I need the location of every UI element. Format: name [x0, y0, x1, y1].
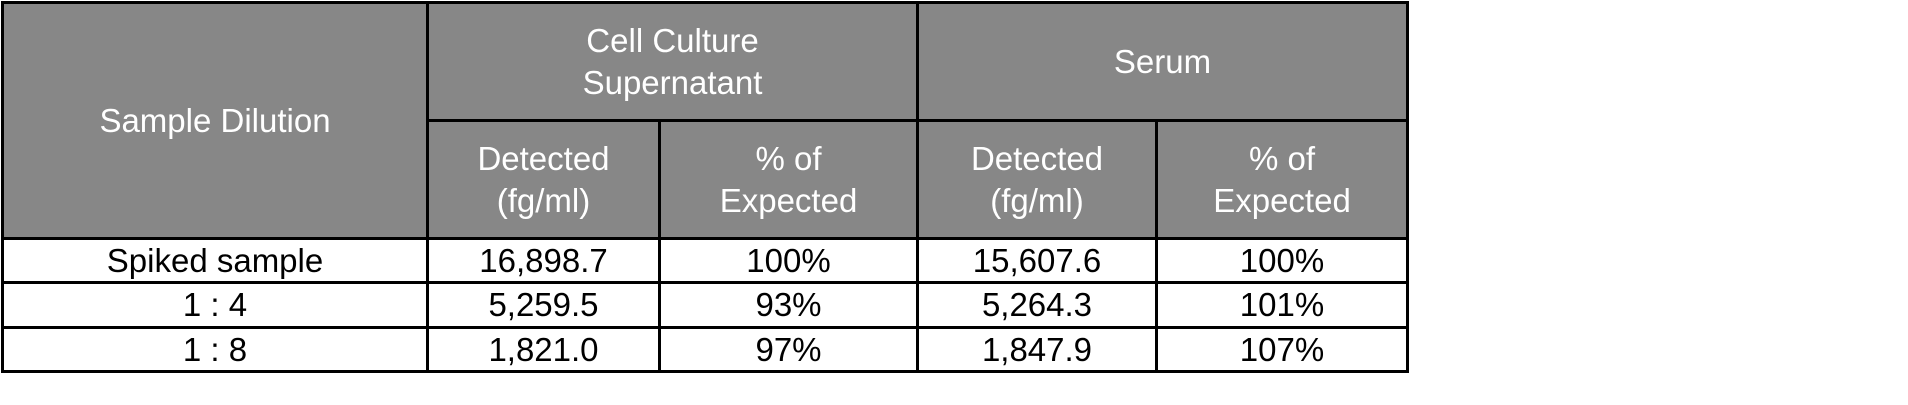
- header-cell: % of Expected: [1155, 119, 1409, 240]
- table-body: Spiked sample 16,898.7 100% 15,607.6 100% 1 :…: [1, 236, 1409, 373]
- header-row: Detected (fg/ml) % of Expected Detected …: [3, 119, 1409, 240]
- header-cell: % of Expected: [658, 119, 919, 240]
- table-cell: 16,898.7: [426, 236, 661, 285]
- table-cell: 107%: [1155, 325, 1409, 373]
- table-cell: 15,607.6: [916, 236, 1158, 285]
- table-cell: 1 : 8: [1, 325, 429, 373]
- table-cell: 1,821.0: [426, 325, 661, 373]
- table-cell: 100%: [658, 236, 919, 285]
- group-header: Serum: [916, 1, 1409, 122]
- table-cell: 93%: [658, 281, 919, 329]
- table-cell: 100%: [1155, 236, 1409, 285]
- table-cell: 97%: [658, 325, 919, 373]
- table-cell: 5,259.5: [426, 281, 661, 329]
- table-row: 1 : 4 5,259.5 93% 5,264.3 101%: [1, 281, 1409, 329]
- table-row: Spiked sample 16,898.7 100% 15,607.6 100%: [1, 236, 1409, 285]
- table-cell: 101%: [1155, 281, 1409, 329]
- header-cell: Detected (fg/ml): [426, 119, 661, 240]
- table-cell: 1 : 4: [1, 281, 429, 329]
- header-cell: Detected (fg/ml): [916, 119, 1158, 240]
- table-cell: 1,847.9: [916, 325, 1158, 373]
- table-cell: 5,264.3: [916, 281, 1158, 329]
- group-header: Cell Culture Supernatant: [426, 1, 919, 122]
- data-table: Sample Dilution Cell Culture Supernatant…: [1, 1, 1409, 373]
- table-cell: Spiked sample: [1, 236, 429, 285]
- header-cell: Sample Dilution: [1, 1, 429, 240]
- header-row: Sample Dilution Cell Culture Supernatant…: [1, 1, 1409, 240]
- table-row: 1 : 8 1,821.0 97% 1,847.9 107%: [1, 325, 1409, 373]
